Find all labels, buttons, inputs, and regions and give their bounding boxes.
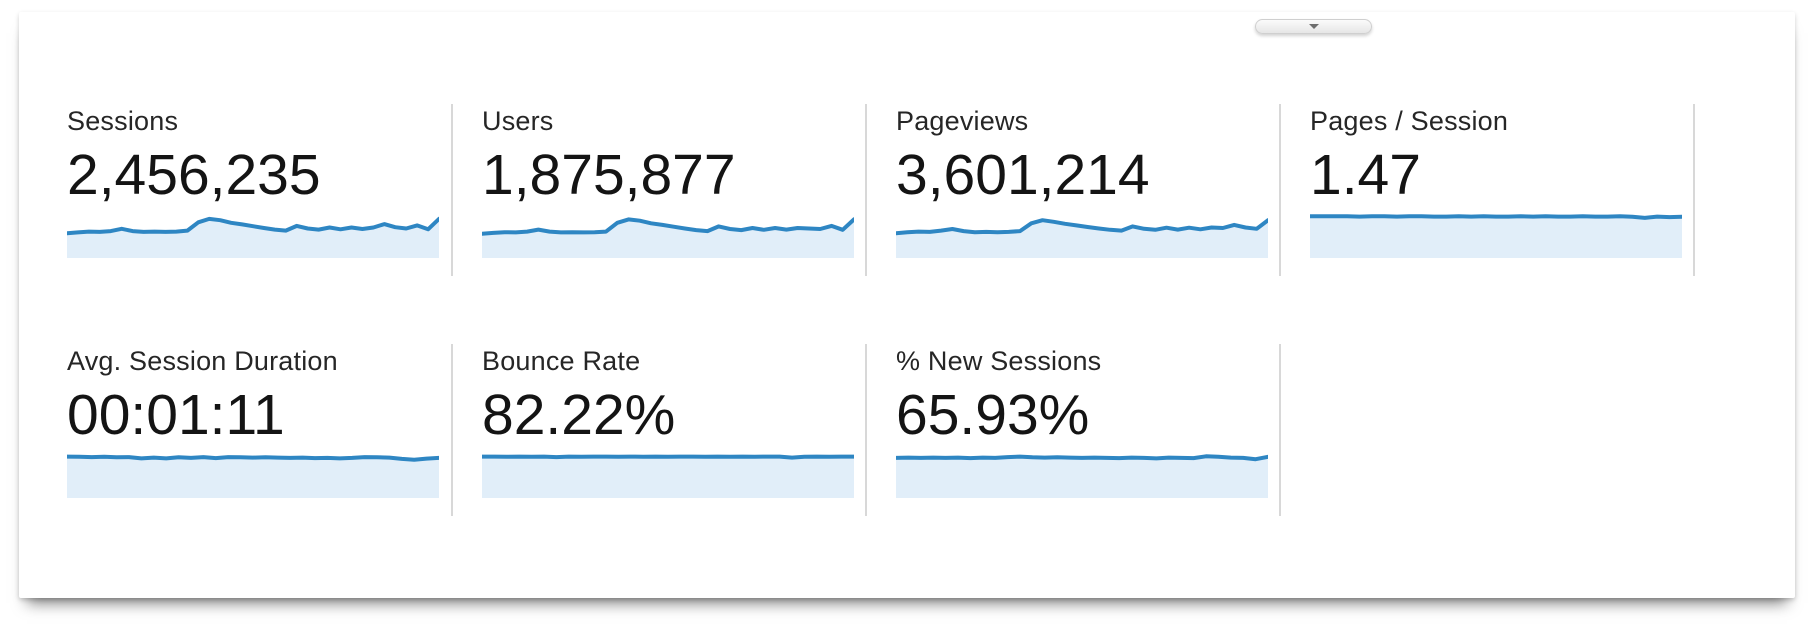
- metric-value: 65.93%: [896, 383, 1090, 447]
- sparkline-chart: [896, 454, 1268, 498]
- sparkline-chart: [482, 454, 854, 498]
- metric-card-bounce-rate[interactable]: Bounce Rate 82.22%: [453, 344, 867, 516]
- metric-card-sessions[interactable]: Sessions 2,456,235: [19, 104, 453, 276]
- empty-cell: [1281, 344, 1695, 516]
- metric-label: Bounce Rate: [482, 346, 641, 376]
- metric-card-pages-per-session[interactable]: Pages / Session 1.47: [1281, 104, 1695, 276]
- metric-label: Users: [482, 106, 554, 136]
- metric-label: Avg. Session Duration: [67, 346, 338, 376]
- metric-value: 1,875,877: [482, 143, 736, 207]
- metric-value: 00:01:11: [67, 383, 285, 447]
- metric-value: 3,601,214: [896, 143, 1150, 207]
- sparkline-chart: [67, 454, 439, 498]
- metric-card-avg-session-duration[interactable]: Avg. Session Duration 00:01:11: [19, 344, 453, 516]
- metric-label: Pageviews: [896, 106, 1029, 136]
- metric-card-new-sessions[interactable]: % New Sessions 65.93%: [867, 344, 1281, 516]
- sparkline-chart: [896, 218, 1268, 258]
- metrics-row-2: Avg. Session Duration 00:01:11 Bounce Rate…: [19, 344, 1795, 516]
- metric-label: Sessions: [67, 106, 179, 136]
- collapse-toggle-button[interactable]: [1255, 19, 1372, 34]
- metrics-summary-panel: Sessions 2,456,235 Users 1,875,877 Pageviews…: [19, 12, 1795, 598]
- chevron-down-icon: [1308, 24, 1319, 29]
- sparkline-chart: [1310, 214, 1682, 258]
- metric-card-pageviews[interactable]: Pageviews 3,601,214: [867, 104, 1281, 276]
- metric-label: % New Sessions: [896, 346, 1102, 376]
- metric-card-users[interactable]: Users 1,875,877: [453, 104, 867, 276]
- sparkline-chart: [67, 216, 439, 258]
- metric-label: Pages / Session: [1310, 106, 1509, 136]
- metric-value: 2,456,235: [67, 143, 321, 207]
- metric-value: 1.47: [1310, 143, 1421, 207]
- metric-value: 82.22%: [482, 383, 676, 447]
- sparkline-chart: [482, 217, 854, 258]
- metrics-row-1: Sessions 2,456,235 Users 1,875,877 Pageviews…: [19, 104, 1795, 276]
